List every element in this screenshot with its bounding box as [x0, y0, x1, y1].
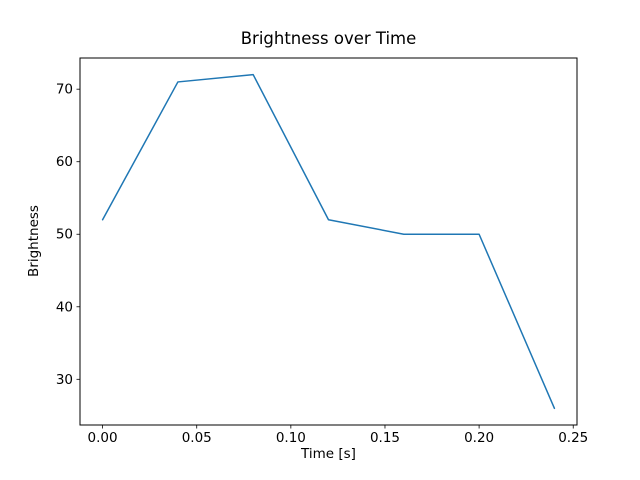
data-line-brightness [101, 73, 556, 410]
chart-title: Brightness over Time [240, 29, 417, 48]
y-tick-label: 50 [56, 227, 73, 243]
x-tick-label: 0.15 [370, 430, 400, 446]
y-axis-label: Brightness [26, 205, 42, 277]
x-tick-label: 0.10 [276, 430, 306, 446]
x-axis-label: Time [s] [301, 446, 356, 462]
y-tick-label: 40 [56, 299, 73, 315]
axes-spines [79, 57, 578, 426]
x-tick-label: 0.25 [558, 430, 588, 446]
x-tick-label: 0.05 [182, 430, 212, 446]
y-tick-label: 30 [56, 372, 73, 388]
y-tick-label: 60 [56, 154, 73, 170]
x-tick-label: 0.20 [464, 430, 494, 446]
x-tick-label: 0.00 [88, 430, 118, 446]
y-tick-label: 70 [56, 82, 73, 98]
